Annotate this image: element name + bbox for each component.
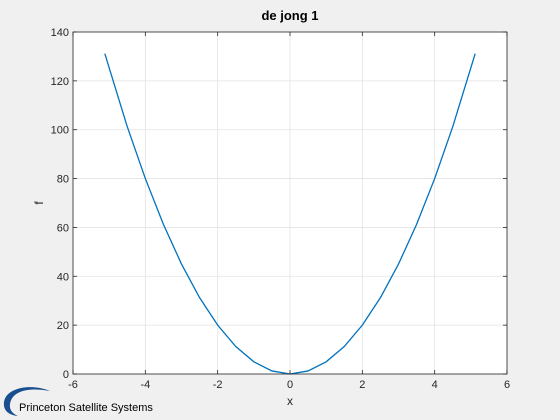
x-tick-label: -4 [140, 379, 150, 391]
x-tick-label: 6 [504, 379, 510, 391]
x-tick-label: 0 [287, 379, 293, 391]
y-tick-label: 140 [51, 27, 69, 39]
princeton-logo: Princeton Satellite Systems [3, 387, 153, 416]
y-tick-label: 0 [63, 369, 69, 381]
x-axis-label: x [287, 394, 293, 408]
y-axis-label: f [32, 201, 46, 205]
x-tick-label: -2 [213, 379, 223, 391]
x-tick-label: 2 [359, 379, 365, 391]
x-tick-label: -6 [68, 379, 78, 391]
y-tick-label: 100 [51, 125, 69, 137]
y-tick-label: 80 [57, 174, 69, 186]
y-tick-label: 60 [57, 222, 69, 234]
swoosh-logo-icon [3, 387, 50, 416]
chart-title: de jong 1 [261, 8, 318, 23]
y-tick-label: 120 [51, 76, 69, 88]
y-tick-label: 20 [57, 320, 69, 332]
logo-text: Princeton Satellite Systems [19, 402, 153, 414]
x-tick-label: 4 [432, 379, 438, 391]
y-tick-label: 40 [57, 271, 69, 283]
